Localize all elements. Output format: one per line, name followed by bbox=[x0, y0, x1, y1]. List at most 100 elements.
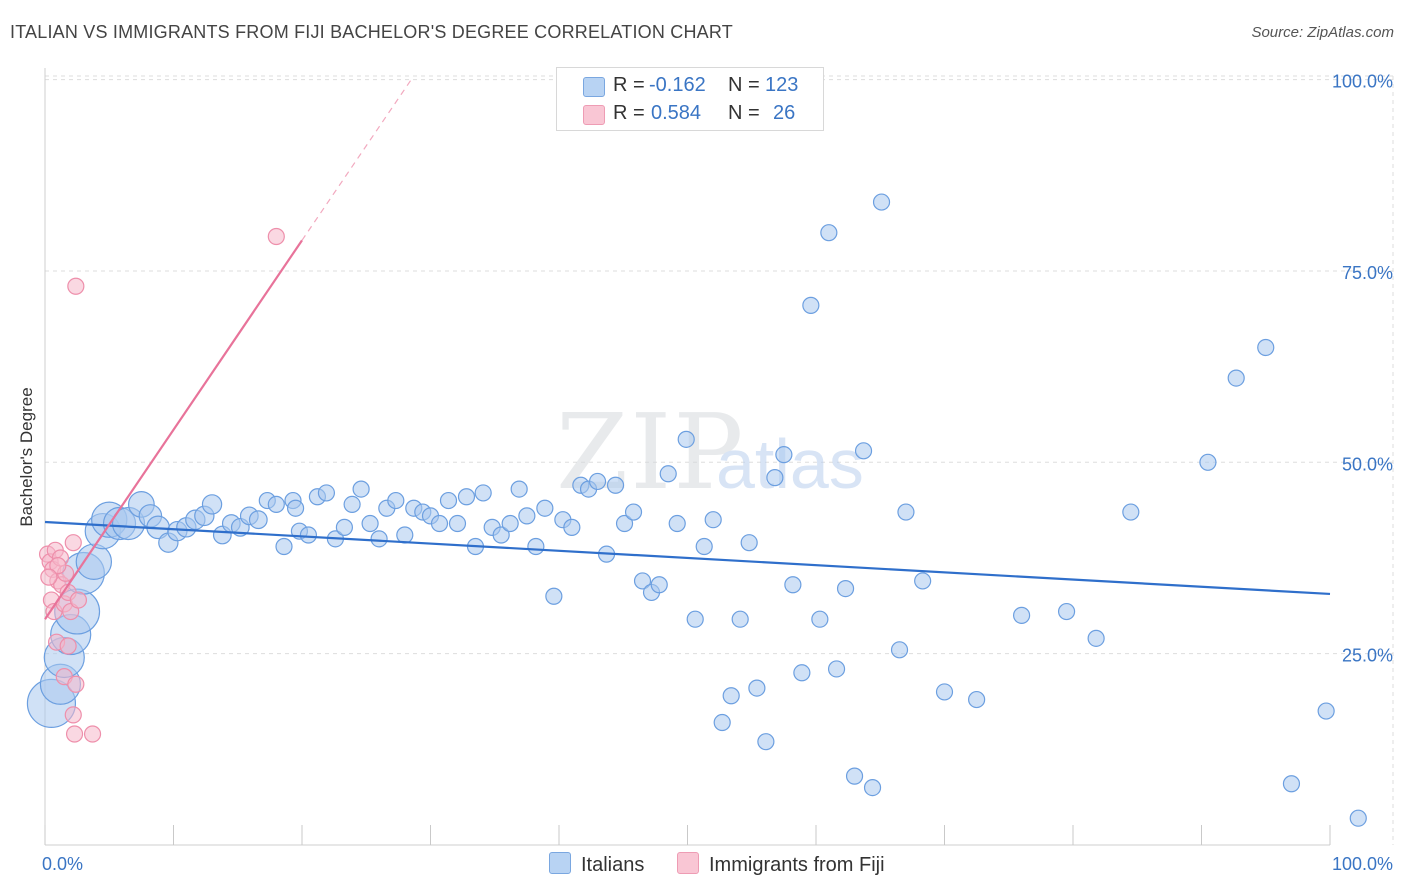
fiji-n-value: 26 bbox=[773, 102, 796, 124]
italians-point bbox=[615, 514, 634, 533]
y-axis-label: Bachelor's Degree bbox=[17, 387, 36, 526]
italians-point bbox=[361, 514, 379, 533]
italians-point bbox=[784, 576, 802, 594]
italians-point bbox=[1122, 503, 1140, 521]
fiji-point bbox=[65, 725, 84, 743]
watermark-atlas: atlas bbox=[716, 425, 864, 503]
italians-point bbox=[624, 503, 643, 521]
italians-point bbox=[439, 491, 458, 510]
fiji-r-value: 0.584 bbox=[651, 102, 702, 124]
y-tick-label: 75.0% bbox=[1342, 263, 1393, 283]
italians-point bbox=[668, 514, 686, 533]
italians-legend-label: Italians bbox=[581, 854, 645, 876]
r-label: R = bbox=[613, 102, 645, 124]
italians-point bbox=[775, 446, 793, 464]
y-tick-label: 50.0% bbox=[1342, 454, 1393, 474]
italians-point bbox=[370, 530, 388, 548]
italians-point bbox=[501, 514, 519, 533]
fiji-point bbox=[69, 591, 88, 609]
italians-point bbox=[713, 713, 731, 732]
italians-point bbox=[588, 472, 607, 491]
italians-point bbox=[802, 296, 820, 314]
italians-point bbox=[677, 430, 695, 448]
italians-point bbox=[1317, 702, 1335, 720]
n-label: N = bbox=[728, 102, 760, 124]
y-tick-label: 25.0% bbox=[1342, 646, 1393, 666]
legend-row-italians: R = -0.162 N = 123 bbox=[557, 74, 823, 102]
italians-n-value: 123 bbox=[765, 74, 799, 96]
legend-item-fiji: Immigrants from Fiji bbox=[677, 852, 885, 877]
italians-point bbox=[1227, 369, 1245, 387]
italians-point bbox=[854, 442, 873, 460]
fiji-point bbox=[59, 637, 77, 655]
fiji-trend-line bbox=[44, 239, 303, 620]
fiji-point bbox=[67, 675, 85, 693]
italians-point bbox=[659, 465, 677, 483]
correlation-legend: R = -0.162 N = 123 R = 0.584 N = 26 bbox=[556, 67, 824, 131]
source-label: Source: ZipAtlas.com bbox=[1251, 24, 1394, 41]
italians-point bbox=[890, 641, 909, 659]
fiji-point bbox=[64, 534, 82, 552]
fiji-legend-swatch bbox=[677, 852, 699, 874]
italians-point bbox=[536, 499, 554, 517]
italians-point bbox=[722, 687, 740, 705]
italians-point bbox=[740, 534, 758, 552]
italians-point bbox=[914, 572, 932, 590]
italians-point bbox=[430, 514, 449, 533]
italians-point bbox=[75, 543, 113, 581]
italians-point bbox=[704, 511, 722, 529]
italians-point bbox=[757, 733, 775, 751]
italians-point bbox=[248, 510, 268, 530]
italians-r-value: -0.162 bbox=[649, 74, 706, 96]
italians-point bbox=[518, 507, 536, 525]
italians-point bbox=[1349, 809, 1367, 827]
italians-point bbox=[731, 610, 749, 628]
italians-point bbox=[820, 224, 838, 242]
fiji-point bbox=[67, 277, 85, 295]
italians-point bbox=[387, 491, 405, 510]
italians-point bbox=[811, 610, 829, 628]
italians-point bbox=[343, 495, 361, 513]
fiji-point bbox=[40, 568, 58, 586]
x-tick-label-max: 100.0% bbox=[1332, 854, 1393, 874]
fiji-points bbox=[38, 227, 285, 743]
fiji-point bbox=[267, 227, 285, 246]
italians-point bbox=[845, 767, 864, 785]
italians-point bbox=[510, 480, 528, 498]
chart-title: ITALIAN VS IMMIGRANTS FROM FIJI BACHELOR… bbox=[10, 22, 733, 42]
italians-point bbox=[275, 537, 293, 556]
fiji-point bbox=[83, 725, 102, 743]
italians-point bbox=[317, 484, 336, 502]
fiji-trend-extension bbox=[301, 79, 412, 241]
italians-point bbox=[545, 587, 563, 605]
italians-point bbox=[563, 518, 581, 536]
fiji-legend-label: Immigrants from Fiji bbox=[709, 854, 885, 876]
italians-point bbox=[606, 476, 625, 494]
italians-point bbox=[396, 526, 414, 544]
italians-point bbox=[1012, 606, 1031, 624]
italians-point bbox=[352, 480, 370, 498]
italians-point bbox=[474, 484, 492, 502]
italians-point bbox=[448, 514, 467, 533]
italians-point bbox=[766, 469, 784, 487]
italians-point bbox=[457, 488, 476, 506]
italians-point bbox=[1087, 629, 1105, 647]
legend-item-italians: Italians bbox=[549, 852, 644, 877]
italians-trend-line bbox=[44, 520, 1331, 596]
n-label: N = bbox=[728, 74, 760, 96]
legend-row-fiji: R = 0.584 N = 26 bbox=[557, 102, 823, 130]
fiji-swatch bbox=[583, 105, 605, 125]
italians-point bbox=[267, 495, 285, 513]
italians-point bbox=[827, 660, 846, 678]
italians-point bbox=[1199, 453, 1217, 471]
italians-point bbox=[686, 610, 704, 628]
italians-point bbox=[1282, 775, 1301, 793]
y-tick-label: 100.0% bbox=[1332, 72, 1393, 92]
italians-point bbox=[286, 499, 305, 517]
italians-point bbox=[968, 690, 986, 709]
italians-point bbox=[1257, 338, 1275, 357]
italians-point bbox=[527, 537, 545, 556]
italians-point bbox=[299, 526, 318, 544]
watermark: ZIP atlas bbox=[556, 391, 864, 513]
